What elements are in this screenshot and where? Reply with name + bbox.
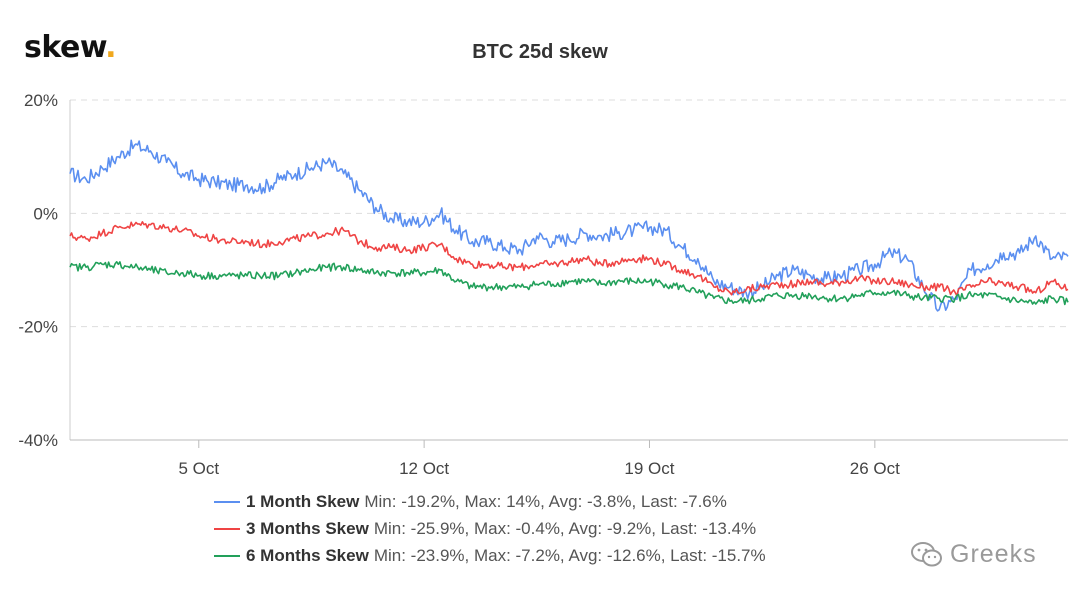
brand-name: skew <box>24 30 106 65</box>
x-tick-label: 19 Oct <box>624 459 674 478</box>
series-line-2 <box>69 221 1069 297</box>
legend-swatch <box>214 527 240 530</box>
brand-dot: . <box>105 30 117 65</box>
skew-logo: skew. <box>24 30 117 65</box>
legend-series-name: 6 Months Skew <box>246 545 369 565</box>
axes: 20% 0% -20% -40% 5 Oct 12 Oct 19 Oct 26 Oct <box>18 91 1068 478</box>
chart-title: BTC 25d skew <box>472 41 608 63</box>
legend: 1 Month Skew Min: -19.2%, Max: 14%, Avg:… <box>214 488 766 569</box>
series-line-3 <box>69 261 1069 306</box>
x-tick-label: 26 Oct <box>850 459 900 478</box>
y-tick-label: -20% <box>18 318 58 337</box>
legend-series-stats: Min: -19.2%, Max: 14%, Avg: -3.8%, Last:… <box>364 491 727 511</box>
watermark-text: Greeks <box>950 540 1037 568</box>
y-tick-label: -40% <box>18 431 58 450</box>
legend-series-stats: Min: -25.9%, Max: -0.4%, Avg: -9.2%, Las… <box>373 518 757 538</box>
series-line-1 <box>69 139 1069 312</box>
grid-lines <box>70 99 1068 328</box>
y-tick-label: 20% <box>24 91 58 110</box>
legend-swatch <box>214 554 240 557</box>
legend-series-name: 3 Months Skew <box>246 518 369 538</box>
wechat-icon <box>911 541 942 566</box>
legend-swatch <box>214 500 240 503</box>
series-lines <box>69 139 1069 312</box>
legend-series-name: 1 Month Skew <box>246 491 360 511</box>
legend-item-1-month[interactable]: 1 Month Skew Min: -19.2%, Max: 14%, Avg:… <box>214 488 766 515</box>
legend-series-stats: Min: -23.9%, Max: -7.2%, Avg: -12.6%, La… <box>373 545 766 565</box>
watermark: Greeks <box>910 540 1037 569</box>
legend-item-3-months[interactable]: 3 Months Skew Min: -25.9%, Max: -0.4%, A… <box>214 515 766 542</box>
x-tick-label: 5 Oct <box>178 459 219 478</box>
x-tick-label: 12 Oct <box>399 459 449 478</box>
y-tick-label: 0% <box>33 204 58 223</box>
legend-item-6-months[interactable]: 6 Months Skew Min: -23.9%, Max: -7.2%, A… <box>214 542 766 569</box>
